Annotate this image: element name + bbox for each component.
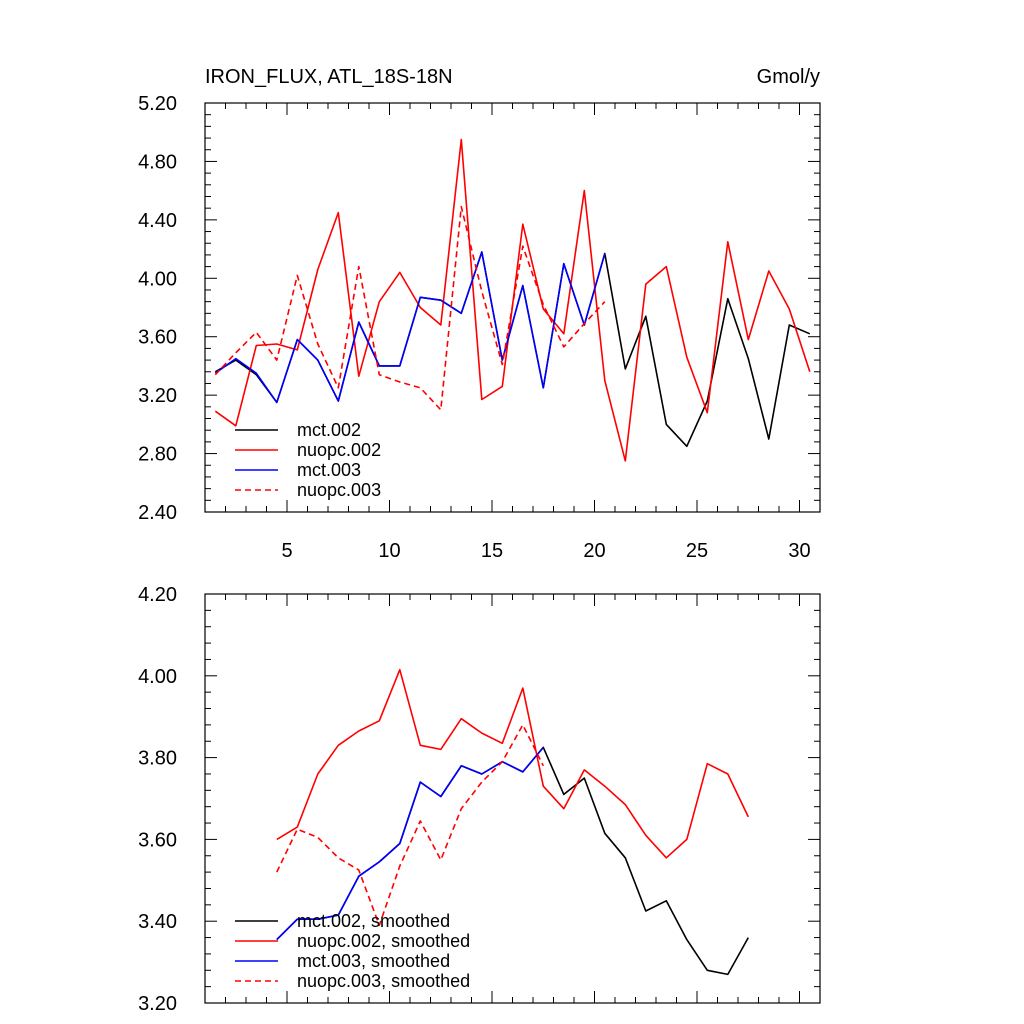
legend-label: nuopc.002: [297, 440, 381, 460]
y-tick-label: 4.40: [138, 210, 177, 232]
y-tick-label: 3.60: [138, 829, 177, 851]
y-tick-label: 4.00: [138, 666, 177, 688]
y-tick-label: 2.40: [138, 502, 177, 524]
legend-label: nuopc.003: [297, 480, 381, 500]
series-line-mct-003-smoothed: [276, 746, 544, 941]
x-tick-label: 5: [281, 540, 292, 562]
y-tick-label: 4.00: [138, 268, 177, 290]
x-tick-label: 25: [686, 540, 708, 562]
series-line-nuopc-002: [214, 138, 811, 462]
x-tick-label: 30: [788, 540, 810, 562]
legend-label: nuopc.003, smoothed: [297, 971, 470, 991]
legend-label: nuopc.002, smoothed: [297, 931, 470, 951]
series-line-nuopc-003-smoothed: [276, 724, 545, 927]
series-line-nuopc-003: [214, 205, 606, 411]
legend-label: mct.002, smoothed: [297, 911, 450, 931]
legend-label: mct.002: [297, 420, 361, 440]
x-tick-label: 10: [378, 540, 400, 562]
legend-label: mct.003, smoothed: [297, 951, 450, 971]
y-tick-label: 3.80: [138, 748, 177, 770]
y-tick-label: 4.20: [138, 584, 177, 606]
y-tick-label: 5.20: [138, 93, 177, 115]
y-tick-label: 2.80: [138, 444, 177, 466]
y-tick-label: 3.20: [138, 993, 177, 1015]
series-line-mct-002: [214, 251, 811, 448]
y-tick-label: 4.80: [138, 151, 177, 173]
y-tick-label: 3.40: [138, 911, 177, 933]
y-tick-label: 3.20: [138, 385, 177, 407]
x-tick-label: 15: [481, 540, 503, 562]
x-tick-label: 20: [583, 540, 605, 562]
chart-title: IRON_FLUX, ATL_18S-18N: [205, 66, 453, 88]
y-tick-label: 3.60: [138, 327, 177, 349]
bottom-panel: 3.20 3.40 3.60 3.80 4.00 4.20 mct.002, smoothe…: [138, 584, 821, 1015]
units-label: Gmol/y: [757, 66, 820, 88]
top-panel: 5 10 15 20 25 30 2.40 2.80 3.20 3.60 4.00 4.40 4.80 5…: [138, 66, 821, 562]
series-line-nuopc-002-smoothed: [276, 668, 750, 859]
series-line-mct-003: [214, 251, 606, 404]
legend-label: mct.003: [297, 460, 361, 480]
